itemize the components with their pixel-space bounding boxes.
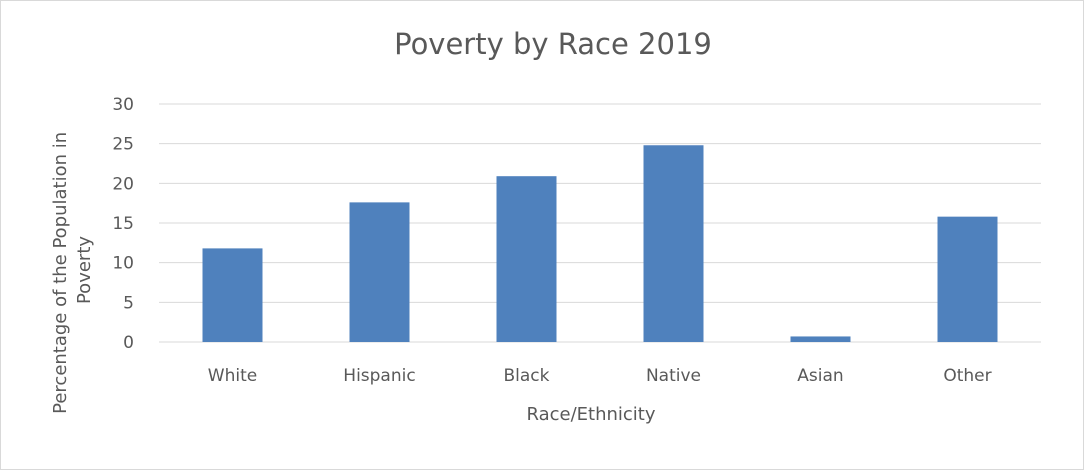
x-tick-label-black: Black	[504, 366, 550, 386]
poverty-bar-chart: Poverty by Race 2019 0 5 10 15 20 25 30 White H…	[50, 27, 1041, 425]
x-tick-label-white: White	[208, 366, 257, 386]
y-axis-title-line-1: Percentage of the Population in	[50, 132, 71, 414]
gridlines	[159, 103, 1041, 343]
y-tick-label: 0	[123, 333, 134, 353]
x-tick-labels: White Hispanic Black Native Asian Other	[208, 366, 992, 386]
bar-native	[643, 145, 704, 342]
x-tick-label-other: Other	[943, 366, 991, 386]
y-tick-labels: 0 5 10 15 20 25 30	[112, 95, 134, 353]
y-tick-label: 10	[112, 254, 134, 274]
y-tick-label: 5	[123, 293, 134, 313]
chart-title: Poverty by Race 2019	[394, 27, 712, 61]
bar-hispanic	[349, 202, 410, 342]
bars	[202, 145, 998, 342]
y-tick-label: 30	[112, 95, 134, 115]
y-tick-label: 15	[112, 214, 134, 234]
y-tick-label: 25	[112, 135, 134, 155]
bar-other	[937, 216, 998, 342]
bar-asian	[790, 336, 851, 342]
bar-white	[202, 248, 263, 342]
x-tick-label-native: Native	[646, 366, 701, 386]
y-axis-title: Percentage of the Population in Poverty	[50, 126, 95, 414]
bar-black	[496, 176, 557, 342]
x-axis-title: Race/Ethnicity	[526, 404, 655, 425]
x-tick-label-hispanic: Hispanic	[343, 366, 415, 386]
y-axis-title-line-2: Poverty	[74, 236, 95, 304]
x-tick-label-asian: Asian	[797, 366, 843, 386]
y-tick-label: 20	[112, 174, 134, 194]
